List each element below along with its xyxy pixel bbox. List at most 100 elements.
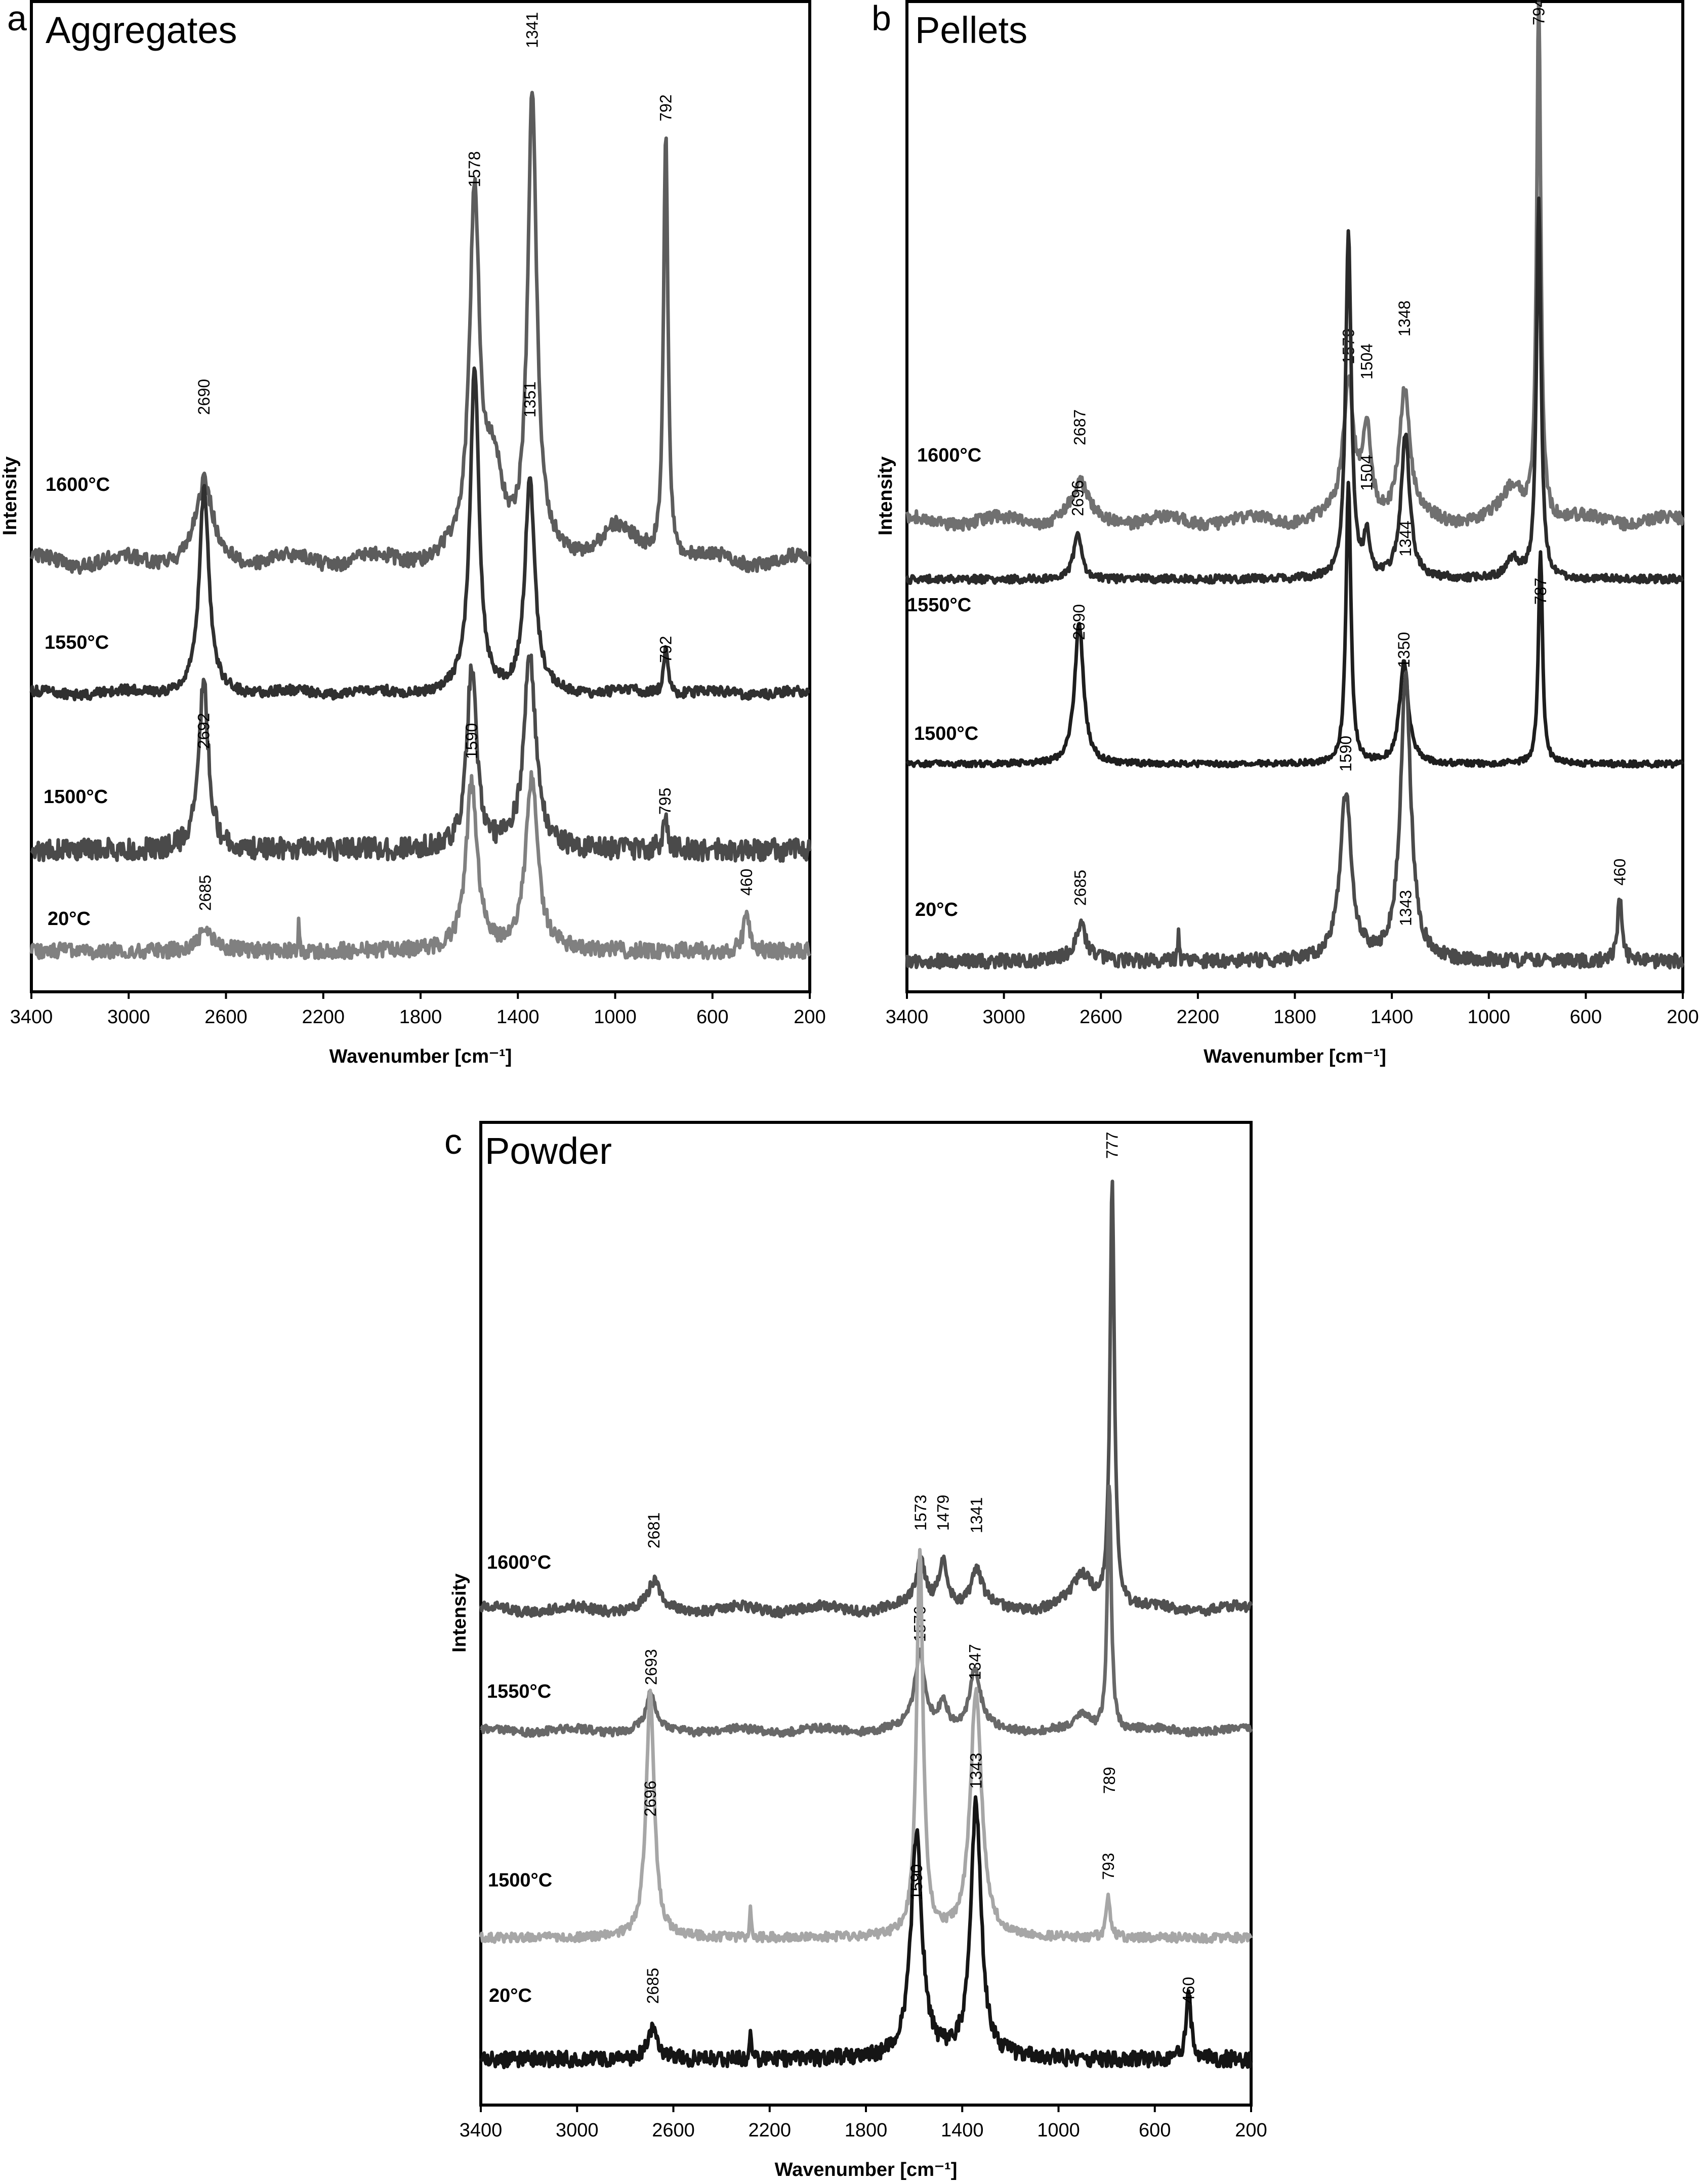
peak-label: 1578 <box>466 151 484 187</box>
x-tick-label: 3400 <box>886 1006 929 1028</box>
x-tick-label: 1400 <box>941 2120 984 2141</box>
peak-label: 1347 <box>966 1644 984 1680</box>
peak-label: 2696 <box>1068 480 1087 516</box>
peak-label: 460 <box>1610 859 1629 886</box>
peak-label: 1504 <box>1357 455 1376 491</box>
spectrum-line <box>30 653 812 863</box>
peak-label: 1341 <box>523 12 542 48</box>
panel-a: a Aggregates 3400 3000 2600 2200 1800 1400 1000 6… <box>0 0 826 1067</box>
temperature-label: 1550°C <box>45 632 109 653</box>
x-tick-label: 2200 <box>1177 1006 1220 1028</box>
spectrum-line <box>905 196 1684 585</box>
peak-label: 460 <box>1179 1977 1197 2004</box>
x-tick-label: 200 <box>1667 1006 1698 1028</box>
peak-label: 1590 <box>1337 736 1355 772</box>
y-axis-label: Intensity <box>875 456 896 535</box>
x-tick-label: 1800 <box>399 1006 442 1028</box>
x-tick-label: 600 <box>696 1006 728 1028</box>
x-tick-label: 2200 <box>748 2120 791 2141</box>
x-tick-label: 3000 <box>982 1006 1025 1028</box>
peak-label: 1343 <box>1396 890 1415 926</box>
peak-label: 2696 <box>641 1781 659 1817</box>
peak-label: 794 <box>1529 0 1548 25</box>
peak-label: 2687 <box>1071 409 1089 445</box>
peak-label: 1341 <box>967 1497 985 1533</box>
temperature-label: 1600°C <box>917 445 981 466</box>
plot-frame <box>905 0 1684 993</box>
panel-letter: a <box>7 0 27 38</box>
x-tick-label: 3400 <box>10 1006 53 1028</box>
spectrum-line <box>480 1484 1253 1738</box>
peak-label: 2690 <box>1070 604 1088 640</box>
peak-label: 1348 <box>1395 301 1414 337</box>
x-tick-label: 3000 <box>556 2120 599 2141</box>
temperature-label: 20°C <box>489 1985 532 2006</box>
temperature-label: 20°C <box>915 899 958 920</box>
x-tick-label: 200 <box>1235 2120 1267 2141</box>
spectrum-line <box>29 91 812 575</box>
x-axis-label: Wavenumber [cm⁻¹] <box>775 2159 958 2180</box>
temperature-label: 1600°C <box>487 1552 551 1573</box>
panel-letter: b <box>872 0 891 38</box>
peak-label: 1573 <box>911 1495 930 1531</box>
spectrum-line <box>29 770 811 960</box>
x-tick-label: 2600 <box>652 2120 695 2141</box>
x-tick-label: 3000 <box>107 1006 150 1028</box>
peak-label: 2690 <box>195 379 213 415</box>
temperature-label: 1550°C <box>907 595 971 616</box>
spectrum-line <box>479 1548 1253 1944</box>
x-tick-label: 1800 <box>1273 1006 1316 1028</box>
temperature-label: 1600°C <box>46 474 110 495</box>
peak-label: 1590 <box>907 1864 926 1900</box>
peak-label: 1344 <box>1396 521 1415 557</box>
peak-label: 1351 <box>521 382 539 417</box>
peak-label: 1350 <box>1395 632 1413 668</box>
spectrum-line <box>479 1180 1253 1619</box>
peak-label: 795 <box>656 788 674 815</box>
x-tick-label: 600 <box>1139 2120 1171 2141</box>
x-tick-label: 2600 <box>1080 1006 1123 1028</box>
peak-label: 2681 <box>645 1513 663 1548</box>
panel-letter: c <box>444 1122 462 1161</box>
spectrum-line <box>479 1795 1253 2070</box>
x-tick-label: 2200 <box>302 1006 345 1028</box>
temperature-label: 1550°C <box>487 1681 551 1702</box>
panel-title: Aggregates <box>46 9 237 51</box>
temperature-label: 1500°C <box>914 723 978 744</box>
peak-label: 792 <box>656 95 675 121</box>
peak-label: 2685 <box>196 875 215 911</box>
temperature-label: 20°C <box>48 908 91 930</box>
panel-b: b Pellets 3400 3000 2600 2200 1800 1400 1000 600 2… <box>872 0 1699 1067</box>
y-axis-label: Intensity <box>449 1573 470 1652</box>
x-tick-label: 2600 <box>204 1006 247 1028</box>
x-axis-label: Wavenumber [cm⁻¹] <box>1204 1046 1386 1067</box>
spectrum-line <box>29 366 811 701</box>
x-tick-label: 600 <box>1570 1006 1602 1028</box>
peak-label: 787 <box>1531 578 1550 605</box>
x-axis-label: Wavenumber [cm⁻¹] <box>329 1046 512 1067</box>
peak-label: 460 <box>737 869 756 896</box>
temperature-label: 1500°C <box>488 1870 552 1891</box>
peak-label: 2693 <box>642 1649 660 1685</box>
spectrum-line <box>905 670 1685 970</box>
peak-label: 2685 <box>1071 870 1090 906</box>
peak-label: 777 <box>1103 1132 1122 1159</box>
y-axis-label: Intensity <box>0 456 21 535</box>
peak-label: 1343 <box>967 1753 985 1789</box>
peak-label: 793 <box>1099 1853 1117 1880</box>
x-tick-label: 1000 <box>594 1006 637 1028</box>
x-tick-label: 1000 <box>1467 1006 1510 1028</box>
spectrum-line <box>905 0 1685 532</box>
panel-title: Pellets <box>915 9 1027 51</box>
spectrum-line <box>905 481 1685 769</box>
peak-label: 1504 <box>1357 344 1376 380</box>
x-tick-label: 1000 <box>1037 2120 1080 2141</box>
x-tick-label: 1400 <box>496 1006 540 1028</box>
panel-title: Powder <box>485 1130 612 1172</box>
panel-c: c Powder 3400 3000 2600 2200 1800 1400 1000 600 20… <box>444 1121 1267 2180</box>
peak-label: 1479 <box>934 1495 952 1531</box>
peak-label: 1590 <box>463 723 481 759</box>
x-tick-label: 1800 <box>845 2120 888 2141</box>
x-tick-label: 200 <box>794 1006 825 1028</box>
